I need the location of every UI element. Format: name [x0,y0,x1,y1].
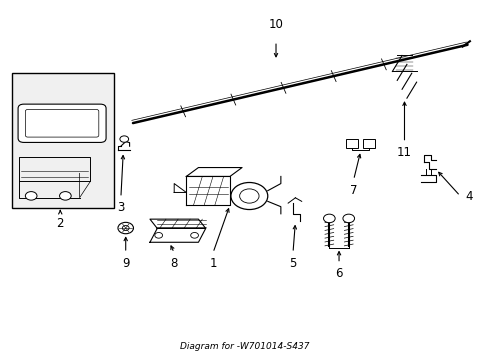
Circle shape [120,136,128,142]
Text: 10: 10 [268,18,283,31]
Text: 11: 11 [396,146,411,159]
Text: 5: 5 [289,257,296,270]
Text: 8: 8 [170,257,178,270]
Text: Diagram for -W701014-S437: Diagram for -W701014-S437 [180,342,308,351]
Text: 1: 1 [209,257,216,270]
Text: 4: 4 [464,189,471,203]
Circle shape [118,222,133,234]
Text: 3: 3 [117,201,124,214]
FancyBboxPatch shape [25,109,99,137]
Text: 9: 9 [122,257,129,270]
Circle shape [122,226,129,230]
Bar [346,139,358,148]
Circle shape [60,192,71,200]
Circle shape [25,192,37,200]
Bar [12,73,113,208]
Circle shape [155,233,162,238]
Circle shape [323,214,334,223]
Circle shape [230,183,267,210]
Circle shape [190,233,198,238]
Text: 2: 2 [57,217,64,230]
Text: 7: 7 [349,184,357,197]
FancyBboxPatch shape [18,104,106,143]
Bar [363,139,375,148]
Circle shape [239,189,259,203]
Circle shape [342,214,354,223]
Text: 6: 6 [335,267,342,280]
